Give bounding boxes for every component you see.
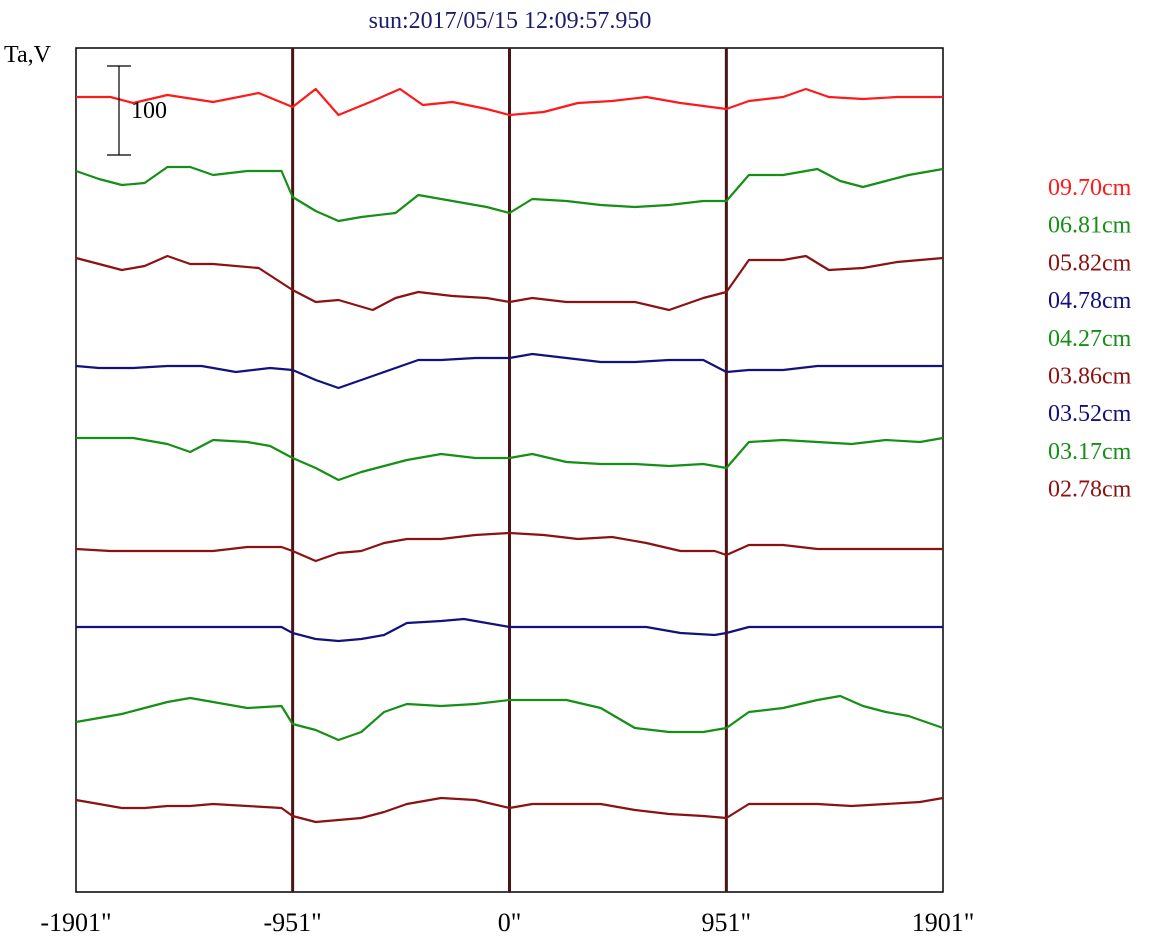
series-line-7 (75, 694, 944, 742)
legend-item-8: 02.78cm (1048, 477, 1132, 503)
chart-title: sun:2017/05/15 12:09:57.950 (369, 8, 652, 34)
legend-item-7: 03.17cm (1048, 439, 1132, 465)
series-group (75, 87, 944, 824)
series-line-5 (75, 531, 943, 563)
legend-item-3: 04.78cm (1048, 288, 1132, 314)
x-tick-labels: -1901" -951" 0" 951" 1901" (40, 908, 974, 937)
scale-bar-label: 100 (131, 98, 167, 124)
series-line-0 (76, 87, 943, 117)
series-line-1 (75, 165, 944, 223)
y-axis-label: Ta,V (4, 42, 52, 68)
legend-item-2: 05.82cm (1048, 250, 1132, 276)
x-tick-label-2: 0" (498, 908, 522, 937)
legend: 09.70cm 06.81cm 05.82cm 04.78cm 04.27cm 03.86… (1048, 175, 1132, 503)
legend-item-0: 09.70cm (1048, 175, 1132, 201)
series-line-2 (75, 254, 944, 312)
scale-bar: 100 (107, 65, 167, 156)
series-line-4 (76, 436, 944, 482)
series-line-3 (75, 352, 943, 390)
legend-item-5: 03.86cm (1048, 364, 1132, 390)
x-tick-label-3: 951" (702, 908, 752, 937)
legend-item-6: 03.52cm (1048, 401, 1132, 427)
x-tick-label-1: -951" (263, 908, 321, 937)
x-tick-label-0: -1901" (40, 908, 111, 937)
series-line-8 (75, 796, 944, 824)
x-tick-label-4: 1901" (912, 908, 975, 937)
legend-item-4: 04.27cm (1048, 326, 1132, 352)
series-line-6 (76, 617, 943, 643)
legend-item-1: 06.81cm (1048, 213, 1132, 239)
vertical-markers (291, 48, 728, 892)
